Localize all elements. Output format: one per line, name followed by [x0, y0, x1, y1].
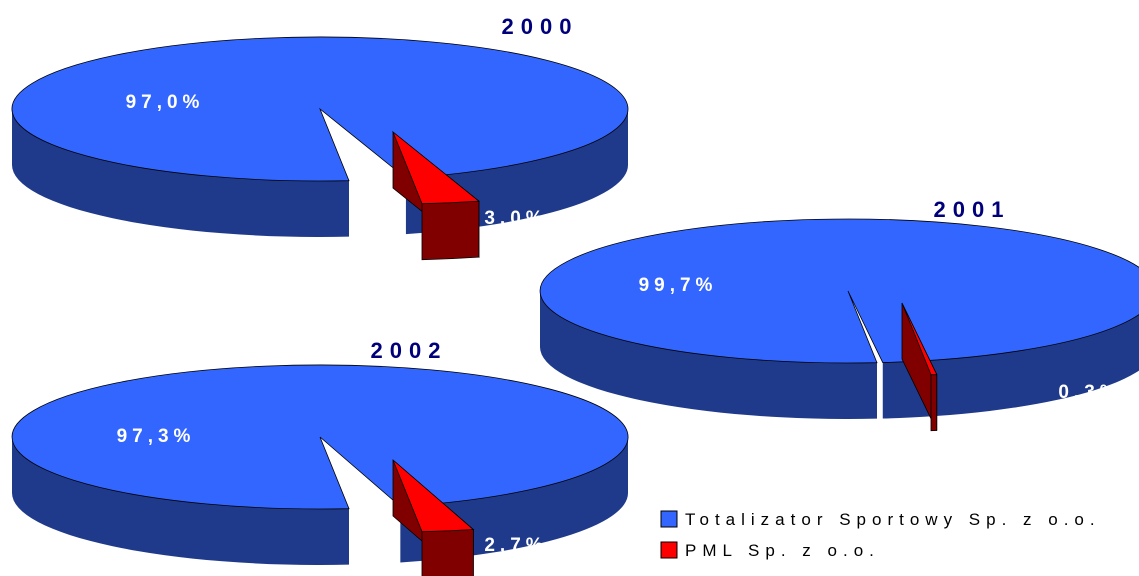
slice-totalizator-2000 [11, 36, 629, 182]
slice-pml-2002 [392, 459, 475, 533]
legend-swatch-pml [660, 541, 678, 559]
data-label-totalizator-2001: 99,7% [639, 275, 718, 296]
data-label-totalizator-2002: 97,3% [117, 426, 196, 447]
slice-side-pml-2002 [421, 529, 474, 576]
legend-swatch-totalizator [660, 510, 678, 528]
slice-totalizator-2001 [539, 218, 1139, 364]
legend: Totalizator Sportowy Sp. z o.o. PML Sp. … [660, 510, 1101, 560]
data-label-pml-2000: 3,0% [484, 208, 547, 229]
pie-2001: 2001 99,7% 0,3% [539, 197, 1139, 432]
slice-side-totalizator-2001 [540, 291, 1139, 419]
slice-pml-2001 [901, 302, 938, 376]
data-label-totalizator-2000: 97,0% [126, 92, 205, 113]
pie-title-2001: 2001 [934, 197, 1011, 222]
pie-title-2002: 2002 [371, 338, 448, 363]
pie-2000: 2000 97,0% 3,0% [11, 14, 629, 261]
legend-label-pml: PML Sp. z o.o. [685, 541, 880, 560]
legend-label-totalizator: Totalizator Sportowy Sp. z o.o. [685, 510, 1101, 529]
slice-pml-2000 [392, 130, 480, 205]
slice-side-pml-2001 [930, 374, 938, 432]
slice-side-pml-2000 [421, 200, 480, 261]
pie-title-2000: 2000 [502, 14, 579, 39]
data-label-pml-2002: 2,7% [484, 535, 547, 556]
data-label-pml-2001: 0,3% [1058, 382, 1121, 403]
pies-layer: 2000 97,0% 3,0% 2001 99,7% 0,3% 2002 97,3% 2,7% [11, 14, 1139, 576]
slice-side-totalizator-2002 [12, 437, 628, 565]
pie-2002: 2002 97,3% 2,7% [11, 338, 629, 576]
slice-totalizator-2002 [11, 364, 629, 510]
